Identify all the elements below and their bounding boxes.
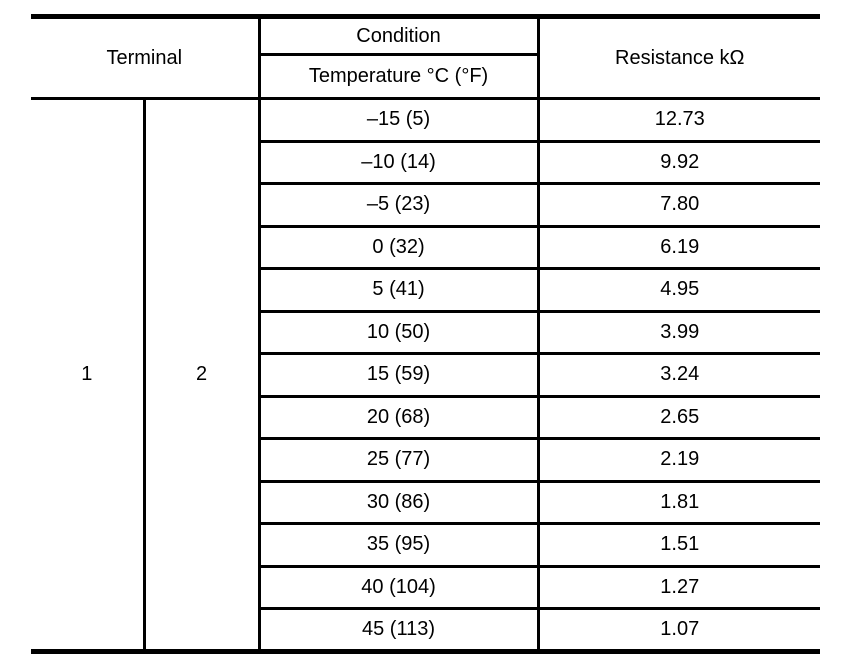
resistance-cell: 1.07	[536, 607, 821, 653]
resistance-cell: 7.80	[536, 182, 821, 228]
resistance-cell: 3.99	[536, 309, 821, 355]
terminal-1-cell: 1	[31, 97, 146, 653]
temperature-cell: –15 (5)	[257, 97, 540, 143]
resistance-cell: 9.92	[536, 139, 821, 185]
resistance-cell: 2.65	[536, 394, 821, 440]
resistance-cell: 4.95	[536, 267, 821, 313]
table-row: 1 2 –15 (5) 12.73	[31, 97, 821, 653]
resistance-cell: 2.19	[536, 437, 821, 483]
table-row: 20 (68) 2.65	[31, 394, 821, 440]
table-row: –10 (14) 9.92	[31, 139, 821, 185]
condition-header: Condition	[257, 15, 540, 56]
terminal-header: Terminal	[31, 15, 261, 100]
temperature-header: Temperature °C (°F)	[257, 53, 540, 100]
table-row: 30 (86) 1.81	[31, 479, 821, 525]
resistance-cell: 1.81	[536, 479, 821, 525]
resistance-cell: 6.19	[536, 224, 821, 270]
temperature-cell: –10 (14)	[257, 139, 540, 185]
temperature-cell: 15 (59)	[257, 352, 540, 398]
resistance-spec-table: Terminal Condition Resistance kΩ Tempera…	[31, 14, 821, 654]
table-row: 15 (59) 3.24	[31, 352, 821, 398]
resistance-header: Resistance kΩ	[536, 15, 821, 100]
temperature-cell: 20 (68)	[257, 394, 540, 440]
temperature-cell: 30 (86)	[257, 479, 540, 525]
table-row: 10 (50) 3.99	[31, 309, 821, 355]
temperature-cell: 0 (32)	[257, 224, 540, 270]
table-row: –5 (23) 7.80	[31, 182, 821, 228]
terminal-2-cell: 2	[142, 97, 261, 653]
temperature-cell: 5 (41)	[257, 267, 540, 313]
table-row: 45 (113) 1.07	[31, 607, 821, 653]
header-row-sub: Temperature °C (°F)	[31, 53, 820, 100]
temperature-cell: 40 (104)	[257, 564, 540, 610]
resistance-cell: 12.73	[536, 97, 821, 143]
table-row: 40 (104) 1.27	[31, 564, 821, 610]
temperature-cell: 25 (77)	[257, 437, 540, 483]
table-row: 35 (95) 1.51	[31, 522, 821, 568]
table-row: 25 (77) 2.19	[31, 437, 821, 483]
resistance-cell: 3.24	[536, 352, 821, 398]
resistance-cell: 1.27	[536, 564, 821, 610]
resistance-cell: 1.51	[536, 522, 821, 568]
temperature-cell: 45 (113)	[257, 607, 540, 653]
temperature-cell: 35 (95)	[257, 522, 540, 568]
header-row-top: Terminal Condition Resistance kΩ	[31, 15, 821, 100]
temperature-cell: 10 (50)	[257, 309, 540, 355]
table-row: 0 (32) 6.19	[31, 224, 821, 270]
table-row: 5 (41) 4.95	[31, 267, 821, 313]
temperature-cell: –5 (23)	[257, 182, 540, 228]
